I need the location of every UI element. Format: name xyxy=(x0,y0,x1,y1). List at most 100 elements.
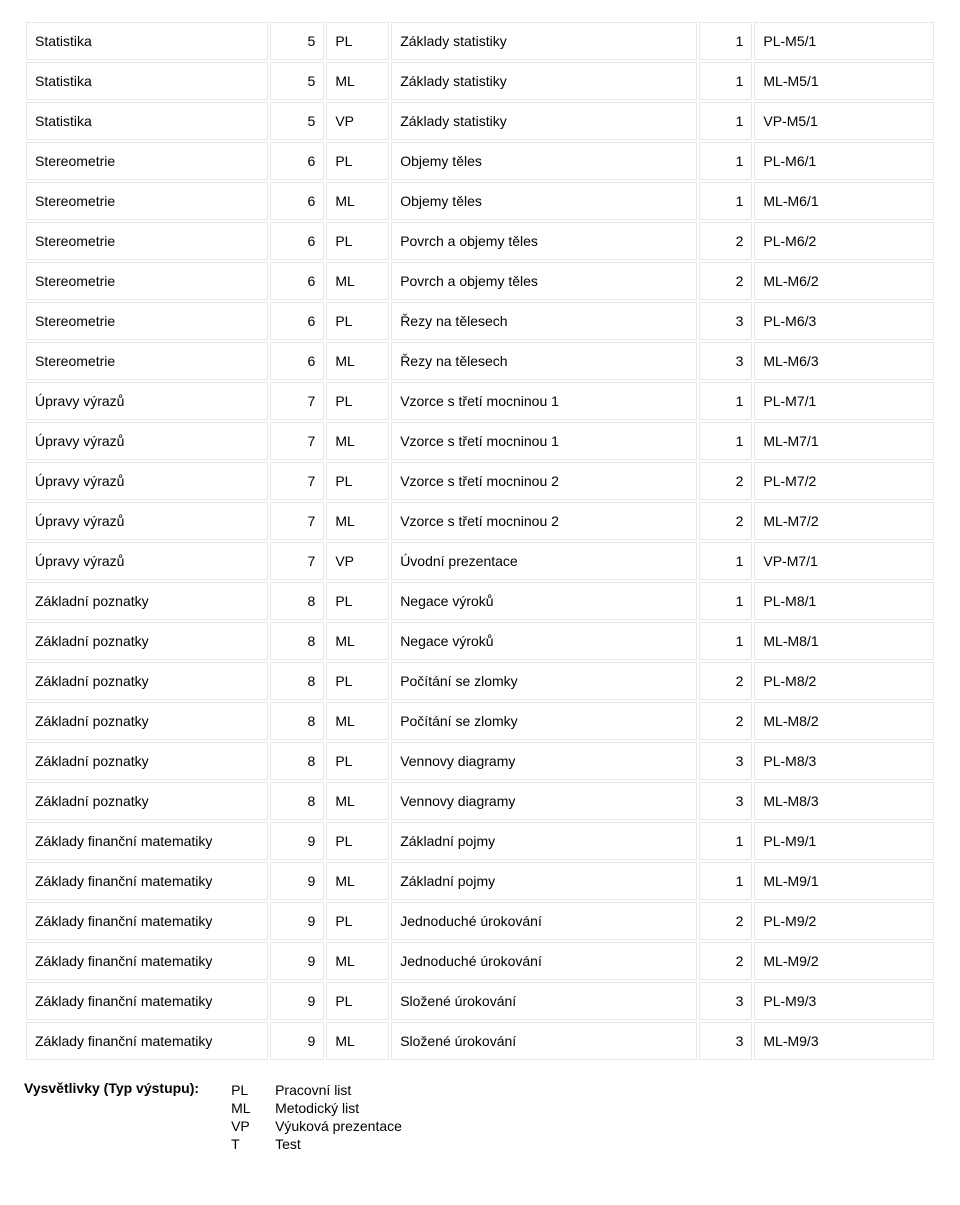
table-cell: 3 xyxy=(699,982,753,1020)
legend-code: T xyxy=(231,1136,261,1152)
table-cell: Počítání se zlomky xyxy=(391,662,696,700)
table-cell: Jednoduché úrokování xyxy=(391,942,696,980)
table-row: Statistika5VPZáklady statistiky1VP-M5/1 xyxy=(26,102,934,140)
legend-code: ML xyxy=(231,1100,261,1116)
table-row: Stereometrie6PLPovrch a objemy těles2PL-… xyxy=(26,222,934,260)
table-cell: 3 xyxy=(699,302,753,340)
table-cell: 3 xyxy=(699,342,753,380)
table-row: Úpravy výrazů7VPÚvodní prezentace1VP-M7/… xyxy=(26,542,934,580)
table-cell: Základy finanční matematiky xyxy=(26,862,268,900)
table-cell: ML xyxy=(326,182,389,220)
table-row: Stereometrie6MLŘezy na tělesech3ML-M6/3 xyxy=(26,342,934,380)
table-cell: Základní poznatky xyxy=(26,702,268,740)
table-cell: PL-M8/2 xyxy=(754,662,934,700)
table-cell: 2 xyxy=(699,262,753,300)
table-cell: ML-M6/2 xyxy=(754,262,934,300)
table-cell: Základní poznatky xyxy=(26,742,268,780)
table-cell: 2 xyxy=(699,942,753,980)
table-cell: 6 xyxy=(270,142,324,180)
table-cell: 6 xyxy=(270,182,324,220)
table-cell: PL-M9/2 xyxy=(754,902,934,940)
table-cell: ML-M8/2 xyxy=(754,702,934,740)
table-cell: Stereometrie xyxy=(26,262,268,300)
table-cell: Základy finanční matematiky xyxy=(26,822,268,860)
table-cell: ML-M7/1 xyxy=(754,422,934,460)
table-cell: Stereometrie xyxy=(26,342,268,380)
table-cell: 8 xyxy=(270,622,324,660)
table-cell: PL xyxy=(326,142,389,180)
table-cell: 9 xyxy=(270,1022,324,1060)
legend-code: PL xyxy=(231,1082,261,1098)
table-cell: Základy finanční matematiky xyxy=(26,1022,268,1060)
table-cell: Vzorce s třetí mocninou 1 xyxy=(391,422,696,460)
table-cell: 2 xyxy=(699,222,753,260)
table-cell: Vennovy diagramy xyxy=(391,782,696,820)
legend-desc: Metodický list xyxy=(275,1100,402,1116)
table-cell: PL-M6/3 xyxy=(754,302,934,340)
table-cell: ML xyxy=(326,1022,389,1060)
table-cell: Negace výroků xyxy=(391,582,696,620)
table-cell: Objemy těles xyxy=(391,142,696,180)
table-cell: Základní poznatky xyxy=(26,582,268,620)
table-cell: 1 xyxy=(699,622,753,660)
table-cell: VP xyxy=(326,542,389,580)
table-cell: 7 xyxy=(270,542,324,580)
table-cell: Objemy těles xyxy=(391,182,696,220)
table-cell: Počítání se zlomky xyxy=(391,702,696,740)
table-cell: PL-M6/2 xyxy=(754,222,934,260)
table-cell: Složené úrokování xyxy=(391,1022,696,1060)
table-row: Úpravy výrazů7MLVzorce s třetí mocninou … xyxy=(26,422,934,460)
table-cell: 6 xyxy=(270,342,324,380)
table-cell: PL xyxy=(326,302,389,340)
table-cell: PL-M5/1 xyxy=(754,22,934,60)
table-cell: ML xyxy=(326,502,389,540)
legend-item: VPVýuková prezentace xyxy=(231,1118,402,1134)
table-cell: Povrch a objemy těles xyxy=(391,262,696,300)
table-cell: ML xyxy=(326,782,389,820)
table-row: Základy finanční matematiky9PLSložené úr… xyxy=(26,982,934,1020)
legend-desc: Pracovní list xyxy=(275,1082,402,1098)
table-cell: 1 xyxy=(699,142,753,180)
table-row: Úpravy výrazů7PLVzorce s třetí mocninou … xyxy=(26,382,934,420)
table-cell: Negace výroků xyxy=(391,622,696,660)
table-cell: Vzorce s třetí mocninou 2 xyxy=(391,462,696,500)
table-row: Statistika5MLZáklady statistiky1ML-M5/1 xyxy=(26,62,934,100)
table-row: Základy finanční matematiky9PLJednoduché… xyxy=(26,902,934,940)
table-cell: ML-M5/1 xyxy=(754,62,934,100)
table-row: Základní poznatky8MLNegace výroků1ML-M8/… xyxy=(26,622,934,660)
table-cell: ML-M6/3 xyxy=(754,342,934,380)
legend: Vysvětlivky (Typ výstupu): PLPracovní li… xyxy=(24,1080,936,1154)
legend-rows: PL Pracovní list ML Metodický list VPVýuková… xyxy=(217,1080,416,1154)
table-cell: VP xyxy=(326,102,389,140)
table-cell: 2 xyxy=(699,462,753,500)
table-cell: 1 xyxy=(699,102,753,140)
table-cell: 1 xyxy=(699,22,753,60)
table-cell: ML-M8/3 xyxy=(754,782,934,820)
table-cell: Základy statistiky xyxy=(391,102,696,140)
table-row: Stereometrie6PLŘezy na tělesech3PL-M6/3 xyxy=(26,302,934,340)
table-cell: Stereometrie xyxy=(26,222,268,260)
table-cell: Úpravy výrazů xyxy=(26,462,268,500)
table-cell: 9 xyxy=(270,942,324,980)
table-cell: PL xyxy=(326,382,389,420)
table-cell: Základní pojmy xyxy=(391,862,696,900)
table-cell: ML-M6/1 xyxy=(754,182,934,220)
table-cell: PL xyxy=(326,22,389,60)
legend-item: ML Metodický list xyxy=(231,1100,402,1116)
table-cell: PL-M7/1 xyxy=(754,382,934,420)
table-cell: 1 xyxy=(699,422,753,460)
table-row: Stereometrie6MLObjemy těles1ML-M6/1 xyxy=(26,182,934,220)
table-row: Základy finanční matematiky9MLZákladní p… xyxy=(26,862,934,900)
table-row: Úpravy výrazů7MLVzorce s třetí mocninou … xyxy=(26,502,934,540)
table-cell: Základy statistiky xyxy=(391,62,696,100)
table-row: Základy finanční matematiky9PLZákladní p… xyxy=(26,822,934,860)
table-cell: 1 xyxy=(699,62,753,100)
table-cell: Základní poznatky xyxy=(26,662,268,700)
table-cell: Povrch a objemy těles xyxy=(391,222,696,260)
table-cell: Úpravy výrazů xyxy=(26,502,268,540)
table-cell: Statistika xyxy=(26,62,268,100)
table-cell: Složené úrokování xyxy=(391,982,696,1020)
table-cell: ML xyxy=(326,342,389,380)
table-cell: Úpravy výrazů xyxy=(26,542,268,580)
legend-desc: Výuková prezentace xyxy=(275,1118,402,1134)
